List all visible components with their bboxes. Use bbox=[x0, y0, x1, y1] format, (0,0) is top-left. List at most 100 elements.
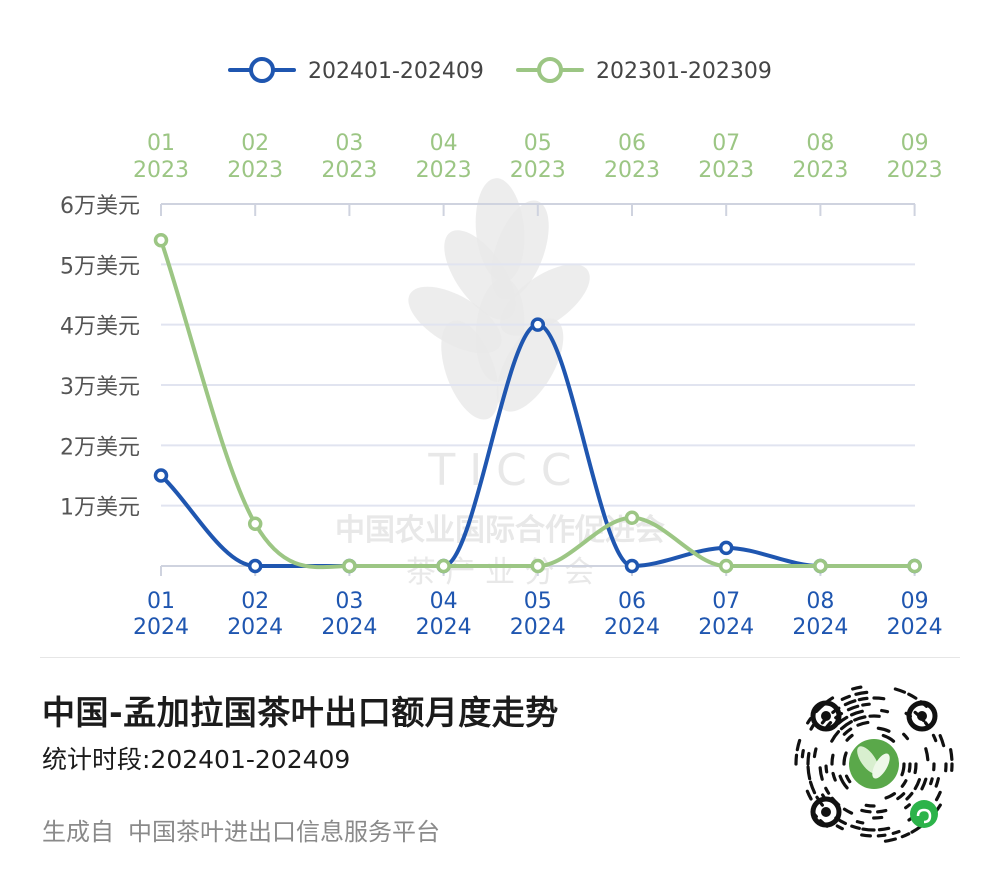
qr-segment bbox=[842, 751, 848, 766]
data-point bbox=[718, 540, 734, 556]
x-bottom-month-label: 09 bbox=[901, 589, 929, 614]
qr-segment bbox=[854, 690, 869, 696]
legend-marker bbox=[249, 57, 275, 83]
qr-segment bbox=[904, 803, 911, 810]
qr-segment bbox=[853, 715, 867, 722]
x-axis-top-tick-labels: 0120230220230320230420230520230620230720… bbox=[133, 131, 943, 183]
y-tick-label: 2万美元 bbox=[60, 435, 140, 460]
x-top-month-label: 06 bbox=[618, 131, 646, 156]
x-bottom-year-label: 2024 bbox=[321, 615, 377, 640]
x-top-month-label: 02 bbox=[241, 131, 269, 156]
legend-marker bbox=[537, 57, 563, 83]
qr-segment bbox=[861, 827, 876, 832]
qr-segment bbox=[806, 716, 813, 725]
qr-finder-dot bbox=[917, 711, 927, 721]
qr-segment bbox=[842, 727, 853, 736]
x-axis-bottom-tick-labels: 0120240220240320240420240520240620240720… bbox=[133, 589, 943, 640]
qr-segment bbox=[900, 779, 908, 788]
qr-segment bbox=[846, 704, 860, 712]
legend-label: 202301-202309 bbox=[596, 59, 772, 84]
data-point bbox=[624, 558, 640, 574]
x-top-year-label: 2023 bbox=[133, 158, 189, 183]
qr-segment bbox=[934, 790, 942, 802]
qr-finder-dot bbox=[821, 807, 831, 817]
y-tick-label: 4万美元 bbox=[60, 315, 140, 340]
qr-segment bbox=[883, 837, 897, 843]
qr-segment bbox=[876, 726, 891, 733]
qr-segment bbox=[824, 786, 831, 795]
data-point bbox=[153, 232, 169, 248]
qr-segment bbox=[931, 733, 938, 743]
y-tick-label: 6万美元 bbox=[60, 194, 140, 219]
qr-segment bbox=[839, 720, 853, 731]
x-top-month-label: 03 bbox=[335, 131, 363, 156]
data-point bbox=[247, 558, 263, 574]
qr-segment bbox=[860, 833, 872, 838]
x-top-year-label: 2023 bbox=[416, 158, 472, 183]
qr-segment bbox=[860, 808, 872, 814]
mini-program-badge bbox=[910, 800, 938, 828]
legend-item-0[interactable]: 202401-202409 bbox=[228, 57, 484, 84]
x-bottom-month-label: 04 bbox=[430, 589, 458, 614]
x-top-month-label: 05 bbox=[524, 131, 552, 156]
x-top-year-label: 2023 bbox=[510, 158, 566, 183]
divider bbox=[40, 657, 960, 658]
data-point bbox=[342, 558, 357, 574]
qr-segment bbox=[924, 747, 930, 762]
qr-segment bbox=[844, 774, 852, 784]
qr-segment bbox=[893, 687, 907, 694]
qr-segment bbox=[808, 780, 817, 795]
qr-segment bbox=[830, 730, 841, 743]
chart-legend[interactable]: 202401-202409 202301-202309 bbox=[228, 57, 772, 84]
qr-segment bbox=[864, 803, 876, 808]
qr-segment bbox=[949, 748, 954, 761]
qr-segment bbox=[835, 824, 844, 831]
x-top-year-label: 2023 bbox=[321, 158, 377, 183]
data-point bbox=[718, 558, 734, 574]
qr-segment bbox=[838, 774, 849, 790]
qr-finder-dot bbox=[821, 711, 831, 721]
x-bottom-year-label: 2024 bbox=[887, 615, 943, 640]
legend-item-1[interactable]: 202301-202309 bbox=[516, 57, 772, 84]
data-point bbox=[907, 558, 922, 574]
qr-segment bbox=[929, 777, 934, 786]
mini-program-qr-code-icon[interactable] bbox=[792, 682, 956, 846]
source-prefix: 生成自 bbox=[42, 818, 114, 846]
source-line: 生成自 中国茶叶进出口信息服务平台 bbox=[42, 812, 440, 847]
qr-segment bbox=[877, 826, 891, 832]
x-top-year-label: 2023 bbox=[604, 158, 660, 183]
data-point bbox=[153, 468, 169, 483]
x-bottom-month-label: 01 bbox=[147, 589, 175, 614]
watermark-leaf-6 bbox=[496, 318, 564, 412]
x-top-month-label: 08 bbox=[806, 131, 834, 156]
qr-segment bbox=[880, 708, 890, 714]
x-top-year-label: 2023 bbox=[227, 158, 283, 183]
x-bottom-month-label: 06 bbox=[618, 589, 646, 614]
qr-segment bbox=[849, 709, 864, 717]
qr-segment bbox=[938, 734, 946, 748]
chart-series bbox=[153, 232, 922, 574]
qr-segment bbox=[896, 792, 906, 801]
legend-label: 202401-202409 bbox=[308, 59, 484, 84]
qr-segment bbox=[881, 733, 896, 743]
qr-segment bbox=[842, 807, 854, 815]
qr-segment bbox=[907, 762, 912, 773]
x-top-year-label: 2023 bbox=[887, 158, 943, 183]
watermark-branch-name: 茶 产 业 分 会 bbox=[406, 555, 594, 590]
x-top-year-label: 2023 bbox=[792, 158, 848, 183]
qr-segment bbox=[831, 771, 837, 782]
x-bottom-month-label: 08 bbox=[806, 589, 834, 614]
statistics-period: 统计时段:202401-202409 bbox=[42, 745, 351, 774]
y-tick-label: 3万美元 bbox=[60, 375, 140, 400]
qr-segment bbox=[812, 747, 818, 759]
qr-segment bbox=[800, 748, 805, 759]
qr-segment bbox=[806, 765, 812, 781]
x-bottom-year-label: 2024 bbox=[227, 615, 283, 640]
x-top-month-label: 04 bbox=[430, 131, 458, 156]
qr-segment bbox=[907, 692, 918, 700]
qr-segment bbox=[845, 733, 854, 742]
qr-segment bbox=[818, 766, 824, 781]
x-top-month-label: 07 bbox=[712, 131, 740, 156]
x-bottom-year-label: 2024 bbox=[510, 615, 566, 640]
